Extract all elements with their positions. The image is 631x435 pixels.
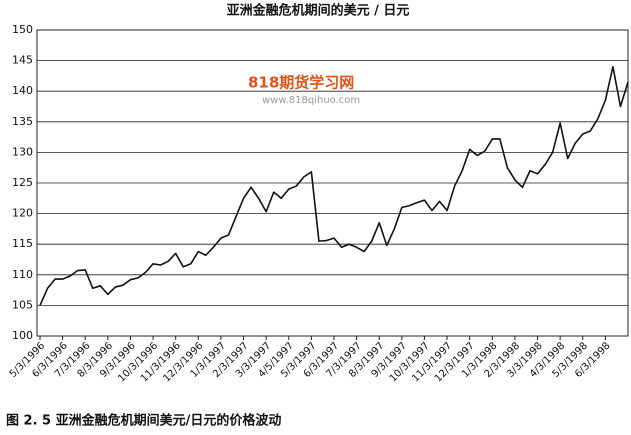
caption: 图 2. 5 亚洲金融危机期间美元/日元的价格波动 [6,413,281,429]
price-line [39,65,629,306]
watermark-url: www.818qihuo.com [262,95,360,106]
y-tick-label: 105 [12,298,33,311]
y-tick-label: 140 [12,84,33,97]
y-tick-label: 150 [12,23,33,36]
y-tick-label: 110 [12,268,33,281]
y-tick-label: 120 [12,207,33,220]
watermark: 818期货学习网 [248,74,354,92]
y-tick-label: 145 [12,54,33,67]
chart-title: 亚洲金融危机期间的美元 / 日元 [227,3,410,19]
y-tick-label: 125 [12,176,33,189]
y-tick-label: 100 [12,329,33,342]
plot-frame [36,29,629,337]
y-tick-label: 115 [12,237,33,250]
y-tick-label: 135 [12,115,33,128]
y-tick-label: 130 [12,145,33,158]
